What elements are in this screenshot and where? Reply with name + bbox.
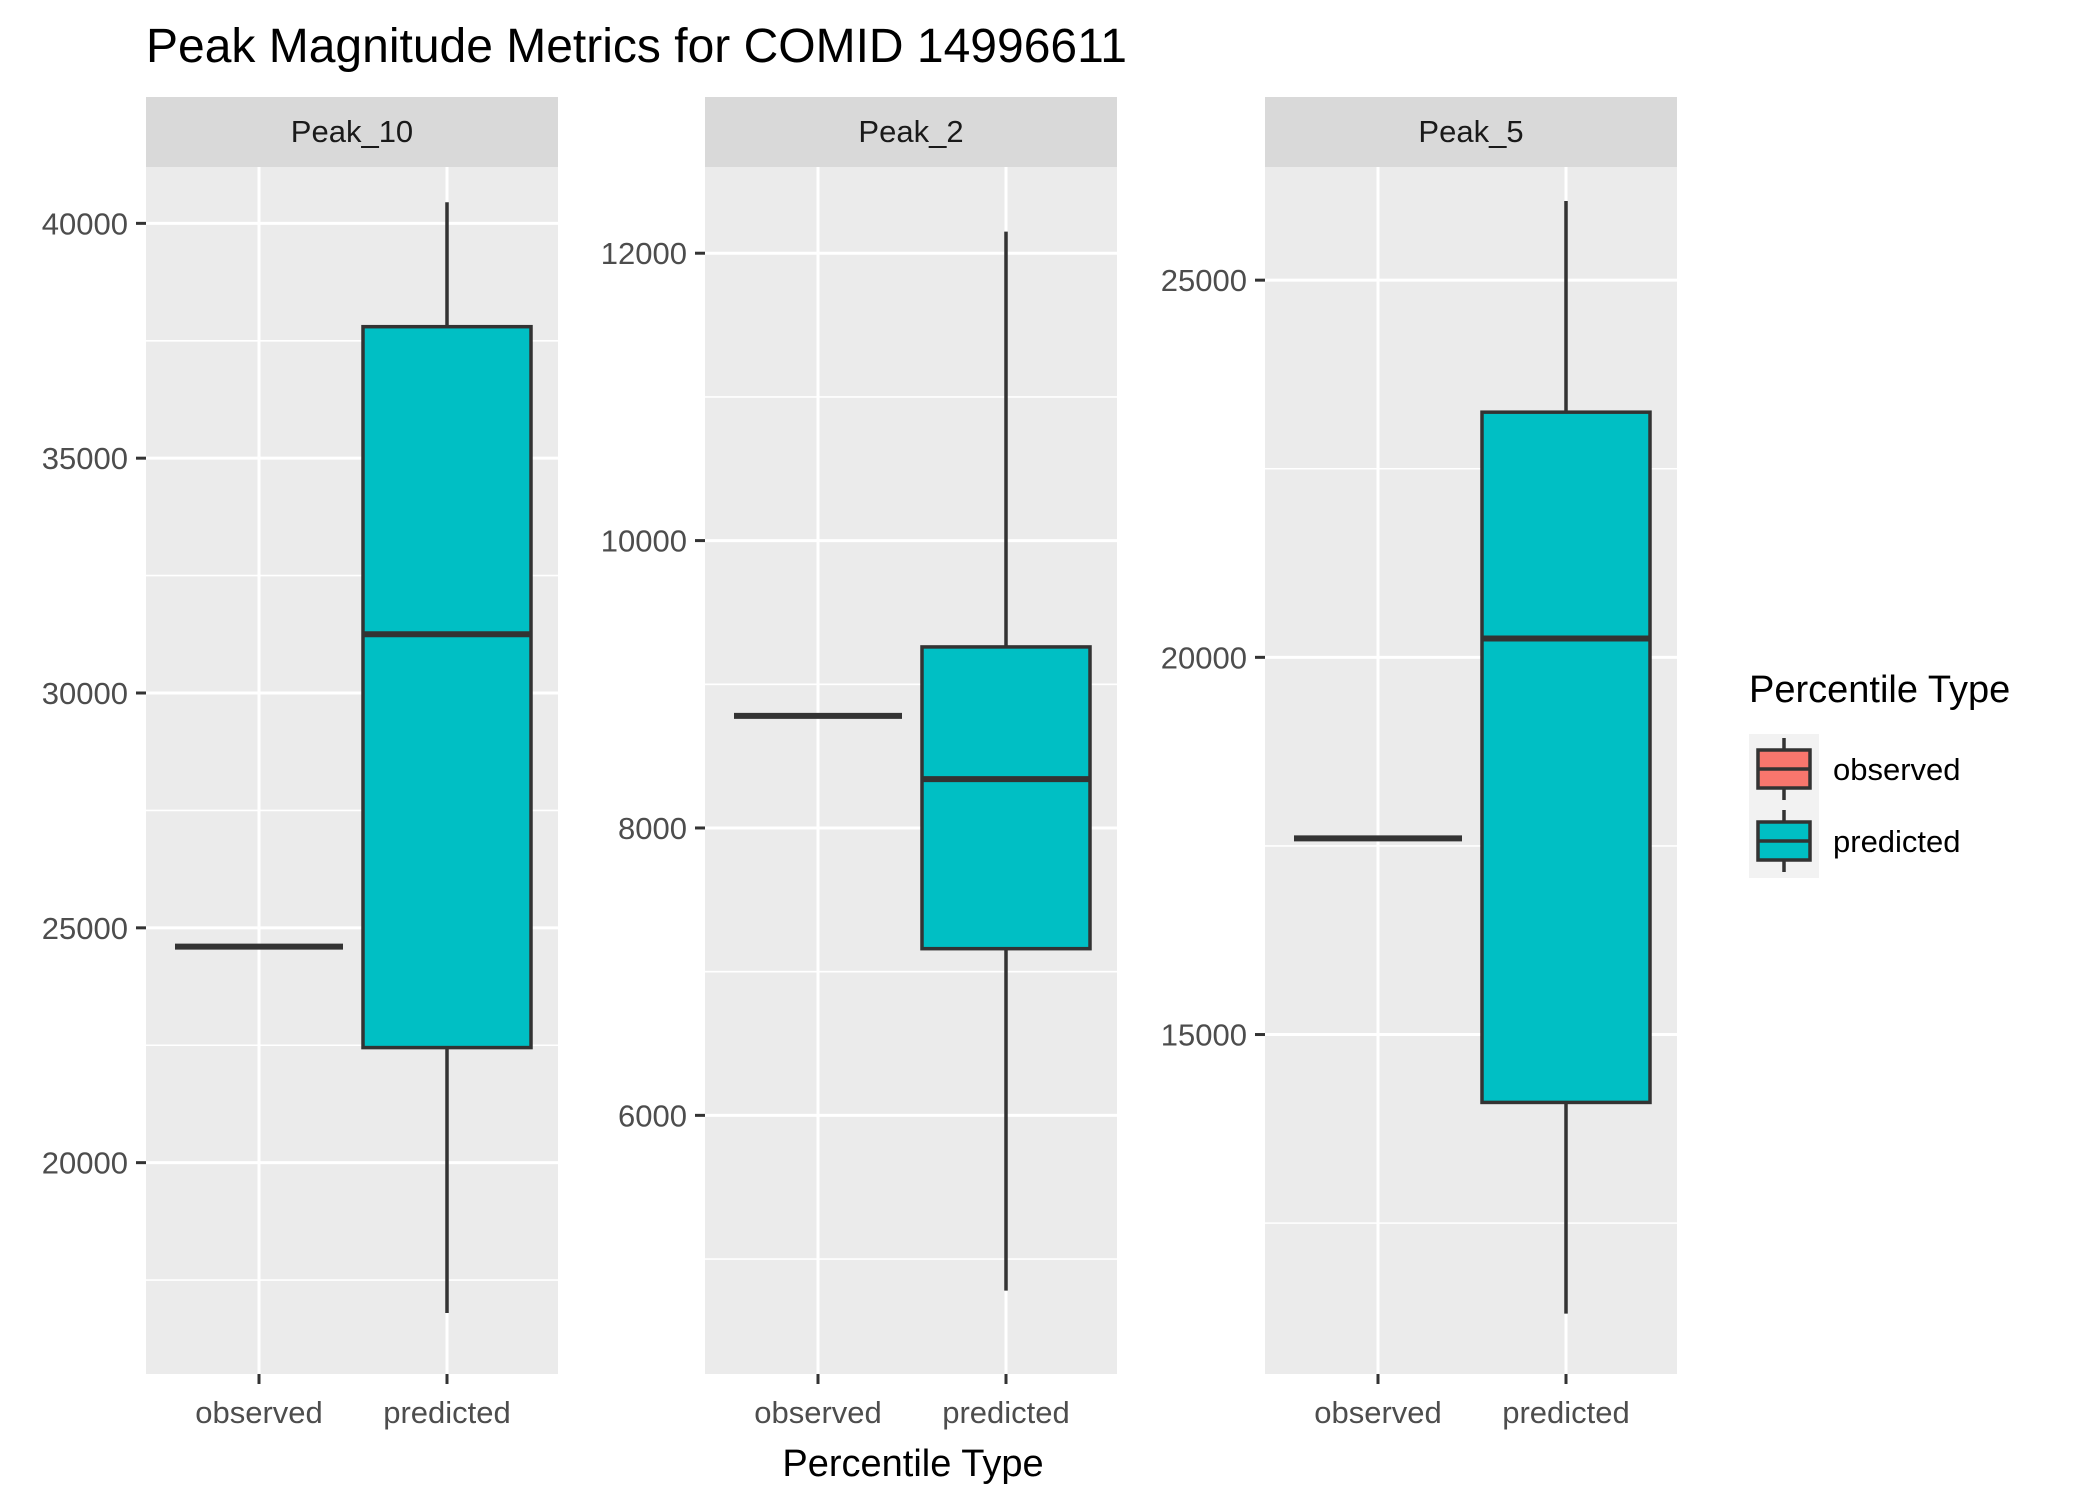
y-tick-label: 20000 xyxy=(42,1146,128,1181)
chart-title: Peak Magnitude Metrics for COMID 1499661… xyxy=(146,20,1127,73)
box-body xyxy=(920,645,1092,951)
boxplot-predicted xyxy=(361,202,533,1313)
facet-strip xyxy=(705,97,1117,167)
y-tick-label: 40000 xyxy=(42,206,128,241)
x-tick-label: predicted xyxy=(383,1395,511,1430)
facet-panel-peak-5: Peak_5 15000 20000 25000 observed predicted xyxy=(1161,97,1677,1430)
box-body xyxy=(361,324,533,1050)
box-body xyxy=(1480,410,1652,1105)
y-tick-label: 25000 xyxy=(1161,263,1247,298)
legend-title: Percentile Type xyxy=(1749,669,2010,711)
legend-label: observed xyxy=(1833,752,1961,787)
y-tick-label: 12000 xyxy=(601,236,687,271)
y-tick-label: 6000 xyxy=(618,1098,687,1133)
x-tick-label: observed xyxy=(1314,1395,1442,1430)
x-tick-label: observed xyxy=(754,1395,882,1430)
boxplot-predicted xyxy=(920,231,1092,1291)
y-tick-label: 10000 xyxy=(601,524,687,559)
facet-panel-peak-2: Peak_2 6000 8000 10000 12000 observed predicte… xyxy=(601,97,1117,1430)
legend-entry-predicted: predicted xyxy=(1756,810,1961,872)
facet-strip xyxy=(1265,97,1677,167)
x-tick-label: predicted xyxy=(1502,1395,1630,1430)
y-tick-label: 30000 xyxy=(42,676,128,711)
x-tick-label: observed xyxy=(195,1395,323,1430)
facet-strip xyxy=(146,97,558,167)
y-tick-label: 8000 xyxy=(618,811,687,846)
facet-panels: Peak_10 20000 25000 30000 35000 40000 observed… xyxy=(42,97,1677,1430)
y-tick-label: 20000 xyxy=(1161,640,1247,675)
x-axis-title: Percentile Type xyxy=(782,1443,1043,1485)
legend: Percentile Type observed predicted xyxy=(1749,669,2010,878)
facet-panel-peak-10: Peak_10 20000 25000 30000 35000 40000 observed… xyxy=(42,97,558,1430)
facet-strip-label: Peak_10 xyxy=(291,114,413,149)
facet-strip-label: Peak_2 xyxy=(858,114,963,149)
legend-entry-observed: observed xyxy=(1756,738,1961,800)
y-tick-label: 15000 xyxy=(1161,1018,1247,1053)
x-tick-label: predicted xyxy=(942,1395,1070,1430)
facet-strip-label: Peak_5 xyxy=(1418,114,1523,149)
legend-label: predicted xyxy=(1833,824,1961,859)
boxplot-predicted xyxy=(1480,200,1652,1314)
y-tick-label: 25000 xyxy=(42,911,128,946)
y-tick-label: 35000 xyxy=(42,441,128,476)
